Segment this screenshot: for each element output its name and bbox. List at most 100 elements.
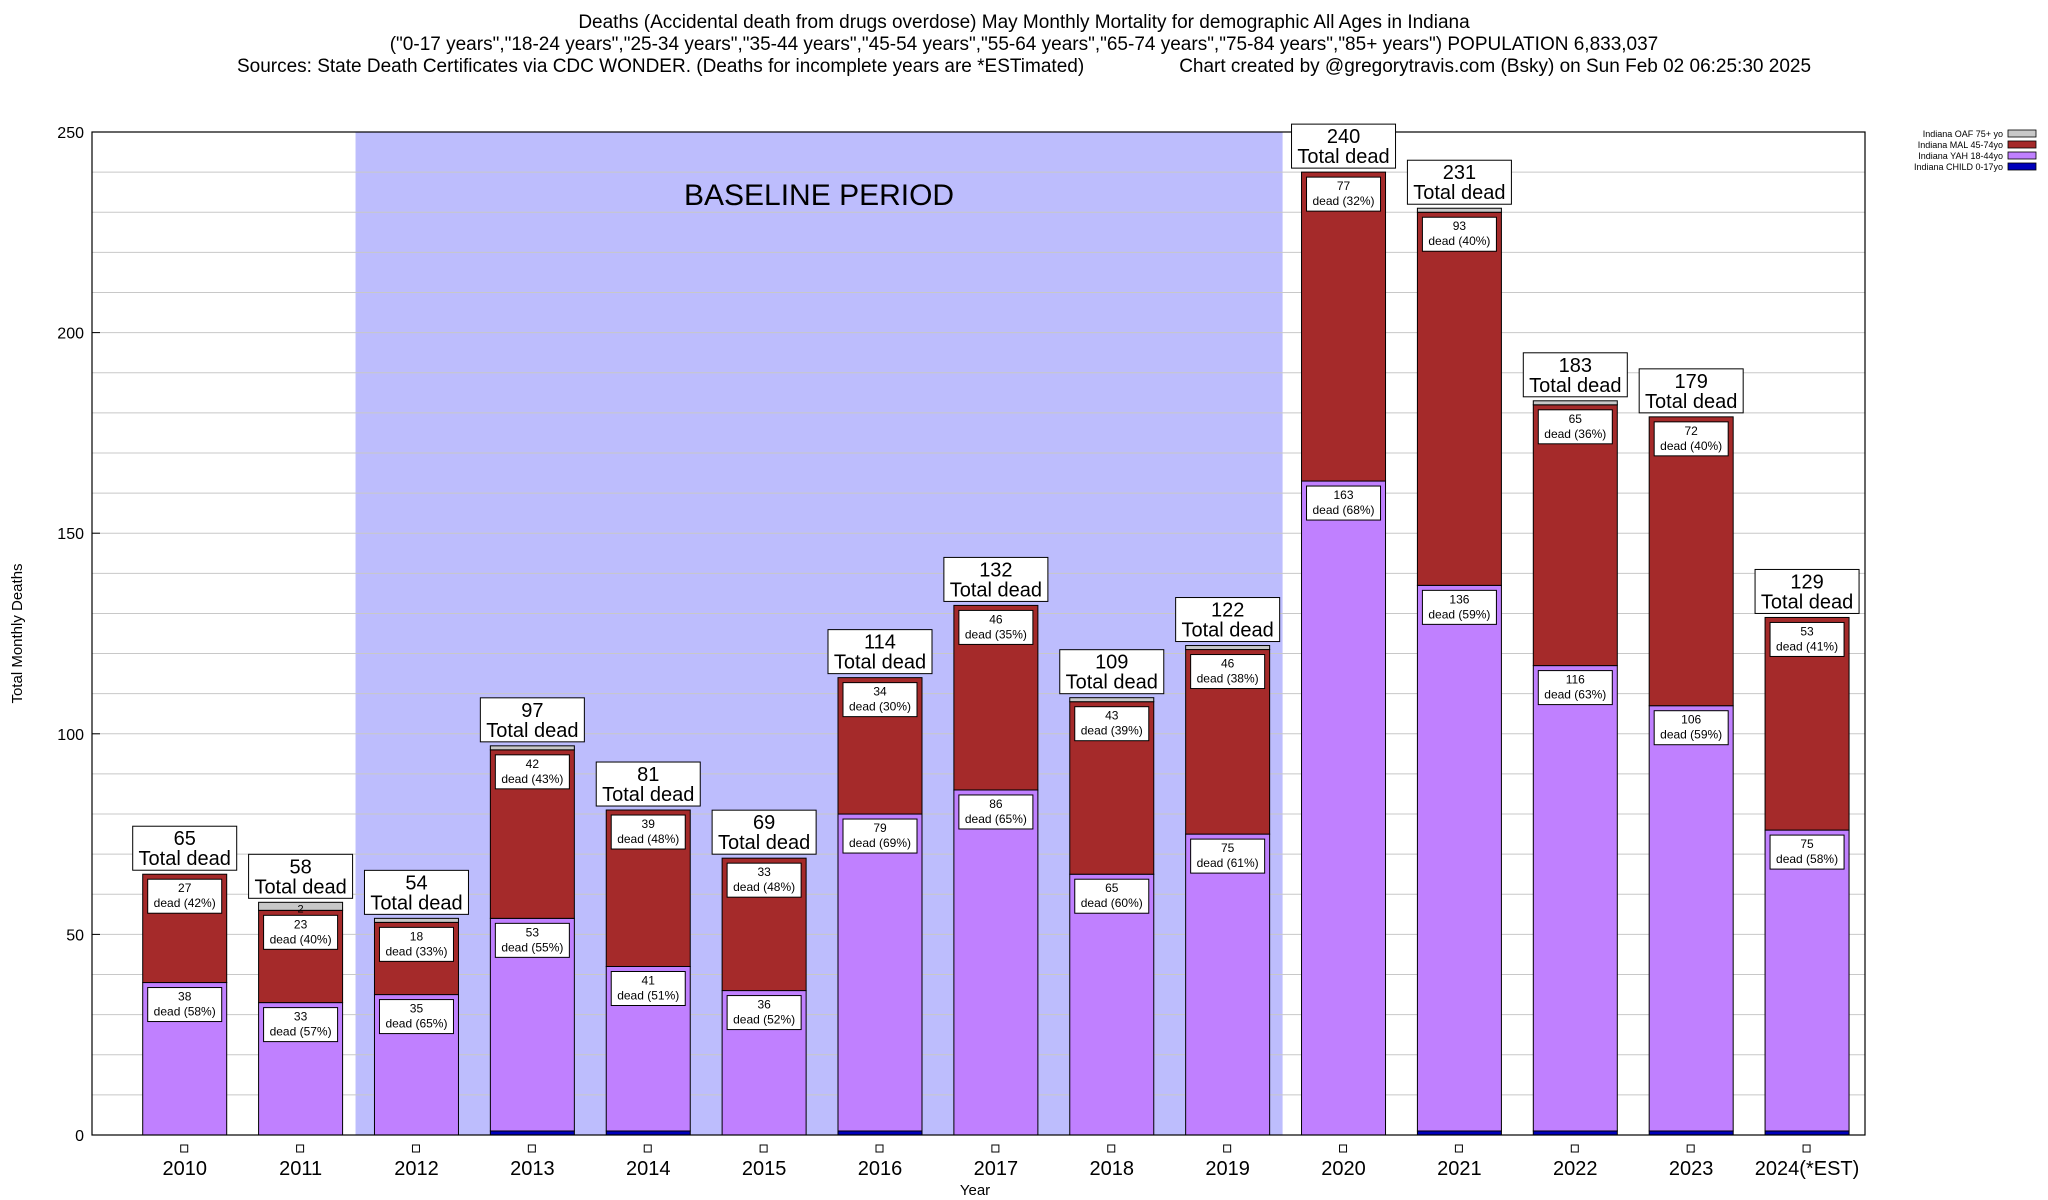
total-label-value: 240 — [1327, 126, 1360, 148]
chart-credit: Chart created by @gregorytravis.com (Bsk… — [1179, 56, 1812, 77]
x-tick-label: 2020 — [1321, 1158, 1366, 1180]
segment-label-box — [1421, 589, 1497, 625]
chart-title: Deaths (Accidental death from drugs over… — [578, 12, 1470, 33]
bar-segment — [1069, 697, 1155, 703]
segment-label-box — [1190, 654, 1266, 690]
total-label-value: 114 — [864, 632, 896, 654]
segment-label-box — [726, 862, 802, 898]
total-label-box — [363, 869, 469, 915]
segment-label-count: 75 — [1800, 837, 1814, 851]
bar-segment — [1416, 211, 1502, 586]
x-tick-label: 2011 — [279, 1158, 322, 1180]
bar-segment — [373, 917, 459, 923]
bar-segment — [1648, 1130, 1734, 1136]
segment-label-percent: dead (40%) — [1660, 439, 1722, 453]
segment-label-box — [147, 878, 223, 914]
x-tick-label: 2014 — [626, 1158, 671, 1180]
total-label-text: Total dead — [950, 579, 1042, 601]
bar-segment — [1648, 416, 1734, 707]
x-marker — [643, 1144, 652, 1153]
segment-label-box — [378, 926, 454, 962]
segment-label-box — [958, 794, 1034, 830]
bar-segment — [1301, 171, 1387, 482]
segment-label-percent: dead (38%) — [1197, 672, 1259, 686]
segment-label-box — [1769, 621, 1845, 657]
plot-frame — [91, 131, 1866, 1136]
segment-label-count: 53 — [1800, 624, 1814, 638]
segment-label-percent: dead (35%) — [965, 627, 1027, 641]
total-label-box — [595, 761, 701, 807]
segment-label-box — [1537, 409, 1613, 445]
segment-label-count: 23 — [294, 917, 308, 931]
segment-label-box — [494, 754, 570, 790]
total-label-text: Total dead — [1645, 391, 1737, 413]
x-tick-label: 2019 — [1205, 1158, 1250, 1180]
segment-label-percent: dead (58%) — [1776, 852, 1838, 866]
segment-label-box — [842, 818, 918, 854]
total-label-text: Total dead — [1181, 620, 1273, 642]
x-marker — [1802, 1144, 1811, 1153]
total-label-value: 231 — [1443, 162, 1476, 184]
segment-label-percent: dead (48%) — [733, 880, 795, 894]
total-label-text: Total dead — [602, 784, 694, 806]
legend-entry-label: Indiana YAH 18-44yo — [1918, 151, 2003, 161]
segment-label-count: 18 — [410, 929, 424, 943]
legend-entry-swatch — [2007, 151, 2037, 160]
segment-label-count: 39 — [642, 817, 656, 831]
segment-label-percent: dead (59%) — [1428, 607, 1490, 621]
x-axis-title: Year — [960, 1182, 990, 1199]
total-label-text: Total dead — [139, 848, 231, 870]
total-label-text: Total dead — [718, 832, 810, 854]
x-tick-label: 2015 — [742, 1158, 787, 1180]
segment-label-count: 34 — [873, 685, 887, 699]
bar-segment — [1532, 400, 1618, 406]
segment-label-count: 41 — [642, 973, 656, 987]
total-label-value: 81 — [637, 764, 659, 786]
segment-label-box — [1537, 670, 1613, 706]
segment-label-count: 38 — [178, 990, 192, 1004]
total-label-box — [248, 853, 354, 899]
baseline-period-label: BASELINE PERIOD — [684, 179, 954, 212]
bar-segment — [1301, 480, 1387, 1136]
segment-label-count: 46 — [989, 612, 1003, 626]
y-tick-label: 250 — [57, 125, 84, 142]
segment-label-box — [1653, 710, 1729, 746]
x-marker — [875, 1144, 884, 1153]
segment-label-count: 116 — [1566, 673, 1585, 687]
total-label-value: 183 — [1559, 355, 1592, 377]
x-tick-label: 2021 — [1437, 1158, 1482, 1180]
segment-label-count: 77 — [1337, 179, 1351, 193]
segment-label-box — [1653, 421, 1729, 457]
segment-label-count: 42 — [526, 757, 540, 771]
total-label-text: Total dead — [1761, 591, 1853, 613]
x-marker — [1339, 1144, 1348, 1153]
bar-segment — [1069, 873, 1155, 1136]
segment-label-percent: dead (41%) — [1776, 639, 1838, 653]
y-tick-label: 100 — [57, 727, 84, 744]
chart-sources: Sources: State Death Certificates via CD… — [236, 56, 1085, 77]
bar-segment — [1416, 207, 1502, 213]
legend-entry-swatch — [2007, 162, 2037, 171]
legend-entry-swatch — [2007, 129, 2037, 138]
segment-label-box — [263, 1007, 339, 1043]
x-marker — [1454, 1144, 1463, 1153]
segment-label-box — [842, 682, 918, 718]
segment-label-box — [958, 609, 1034, 645]
segment-label-percent: dead (32%) — [1313, 194, 1375, 208]
segment-label-percent: dead (30%) — [849, 700, 911, 714]
total-label-box — [711, 809, 817, 855]
total-label-box — [479, 697, 585, 743]
total-label-box — [1638, 368, 1744, 414]
segment-label-percent: dead (40%) — [1428, 234, 1490, 248]
legend-entry-swatch — [2007, 140, 2037, 149]
segment-label-box — [263, 914, 339, 950]
y-axis-title: Total Monthly Deaths — [9, 563, 26, 703]
segment-label-count: 36 — [757, 998, 771, 1012]
segment-label-box — [1306, 176, 1382, 212]
segment-label-box — [610, 814, 686, 850]
bar-segment — [1416, 1130, 1502, 1136]
x-marker — [411, 1144, 420, 1153]
bar-segment — [1532, 665, 1618, 1132]
bar-segment — [1416, 584, 1502, 1132]
